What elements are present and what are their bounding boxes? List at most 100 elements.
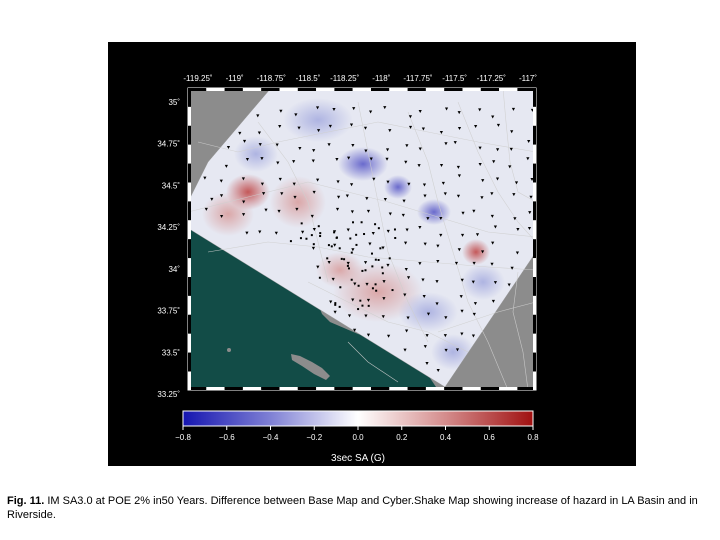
site-marker — [369, 157, 373, 161]
site-marker — [357, 284, 360, 287]
site-marker — [310, 234, 313, 237]
site-marker — [478, 108, 482, 112]
site-marker — [393, 228, 396, 231]
latitude-tick-labels: 35˚ 34.75˚ 34.5˚ 34.25˚ 34˚ 33.75˚ 33.5˚ 33.25˚ — [157, 98, 180, 399]
frame-segment — [188, 88, 207, 91]
site-marker — [478, 162, 482, 166]
site-marker — [382, 297, 386, 301]
frame-segment — [533, 295, 536, 315]
anomaly-negative — [384, 175, 412, 199]
site-marker — [441, 181, 445, 185]
site-marker — [472, 312, 476, 316]
site-marker — [364, 314, 368, 318]
colorbar-ticks: −0.8 −0.6 −0.4 −0.2 0.0 0.2 0.4 0.6 0.8 — [175, 426, 539, 442]
frame-segment — [371, 387, 390, 390]
site-marker — [401, 213, 405, 217]
site-marker — [352, 107, 356, 111]
site-marker — [444, 316, 448, 320]
site-marker — [394, 236, 397, 239]
frame-segment — [188, 163, 191, 183]
site-marker — [472, 261, 476, 265]
site-marker — [333, 310, 337, 314]
site-marker — [241, 177, 245, 181]
site-marker — [311, 159, 315, 163]
site-marker — [242, 139, 247, 143]
frame-segment — [242, 387, 262, 390]
site-marker — [319, 235, 322, 238]
site-marker — [461, 211, 465, 215]
site-marker — [480, 196, 484, 200]
site-marker — [460, 233, 465, 237]
site-marker — [496, 148, 500, 152]
site-marker — [528, 211, 532, 215]
site-marker — [443, 334, 447, 338]
frame-segment — [188, 295, 191, 315]
site-marker — [406, 316, 410, 320]
map-frame — [187, 87, 537, 391]
site-marker — [298, 146, 302, 150]
frame-segment — [188, 106, 191, 126]
frame-segment — [188, 258, 191, 277]
site-marker — [386, 229, 390, 233]
frame-segment — [188, 387, 207, 390]
site-marker — [481, 179, 485, 183]
frame-segment — [407, 88, 426, 91]
frame-segment — [533, 314, 536, 334]
site-marker — [297, 126, 301, 130]
site-marker — [490, 214, 494, 218]
latitude-tick-label: 34.25˚ — [157, 223, 180, 232]
site-marker — [353, 282, 357, 286]
site-marker — [460, 332, 464, 336]
site-marker — [335, 236, 338, 239]
site-marker — [403, 293, 407, 297]
colorbar-tick-label: −0.4 — [263, 433, 279, 442]
site-marker — [408, 125, 413, 129]
site-marker — [422, 183, 427, 187]
site-marker — [371, 287, 374, 290]
site-marker — [339, 286, 342, 289]
site-marker — [381, 315, 385, 319]
site-marker — [335, 157, 339, 161]
site-marker — [312, 190, 316, 194]
site-marker — [456, 194, 461, 198]
site-marker — [366, 333, 371, 337]
site-marker — [332, 107, 336, 111]
anomaly-negative — [398, 292, 458, 332]
frame-segment — [407, 387, 426, 390]
site-marker — [423, 242, 427, 246]
site-marker — [374, 283, 377, 286]
site-marker — [490, 192, 494, 196]
site-marker — [495, 177, 500, 181]
island-small — [227, 348, 231, 352]
frame-segment — [533, 220, 536, 240]
site-marker — [444, 348, 448, 352]
site-marker — [405, 228, 409, 232]
frame-segment — [316, 88, 335, 91]
site-marker — [278, 124, 282, 128]
site-marker — [363, 126, 368, 130]
site-marker — [258, 230, 262, 234]
longitude-tick-label: -118.75˚ — [257, 74, 287, 83]
site-marker — [527, 139, 531, 143]
site-marker — [457, 111, 461, 115]
site-marker — [471, 334, 476, 338]
colorbar-tick-label: −0.8 — [175, 433, 191, 442]
site-marker — [346, 228, 350, 232]
site-marker — [530, 178, 534, 182]
site-marker — [360, 221, 363, 224]
site-marker — [331, 277, 335, 281]
frame-segment — [261, 88, 280, 91]
longitude-tick-label: -117.5˚ — [442, 74, 467, 83]
frame-segment — [334, 387, 353, 390]
frame-segment — [533, 371, 536, 391]
site-marker — [294, 113, 298, 117]
site-marker — [347, 156, 351, 160]
site-marker — [439, 217, 443, 221]
site-marker — [381, 266, 384, 269]
site-marker — [513, 217, 517, 221]
site-marker — [377, 258, 380, 261]
site-marker — [436, 260, 440, 264]
site-marker — [245, 158, 250, 162]
site-marker — [277, 209, 281, 213]
site-marker — [421, 278, 425, 282]
